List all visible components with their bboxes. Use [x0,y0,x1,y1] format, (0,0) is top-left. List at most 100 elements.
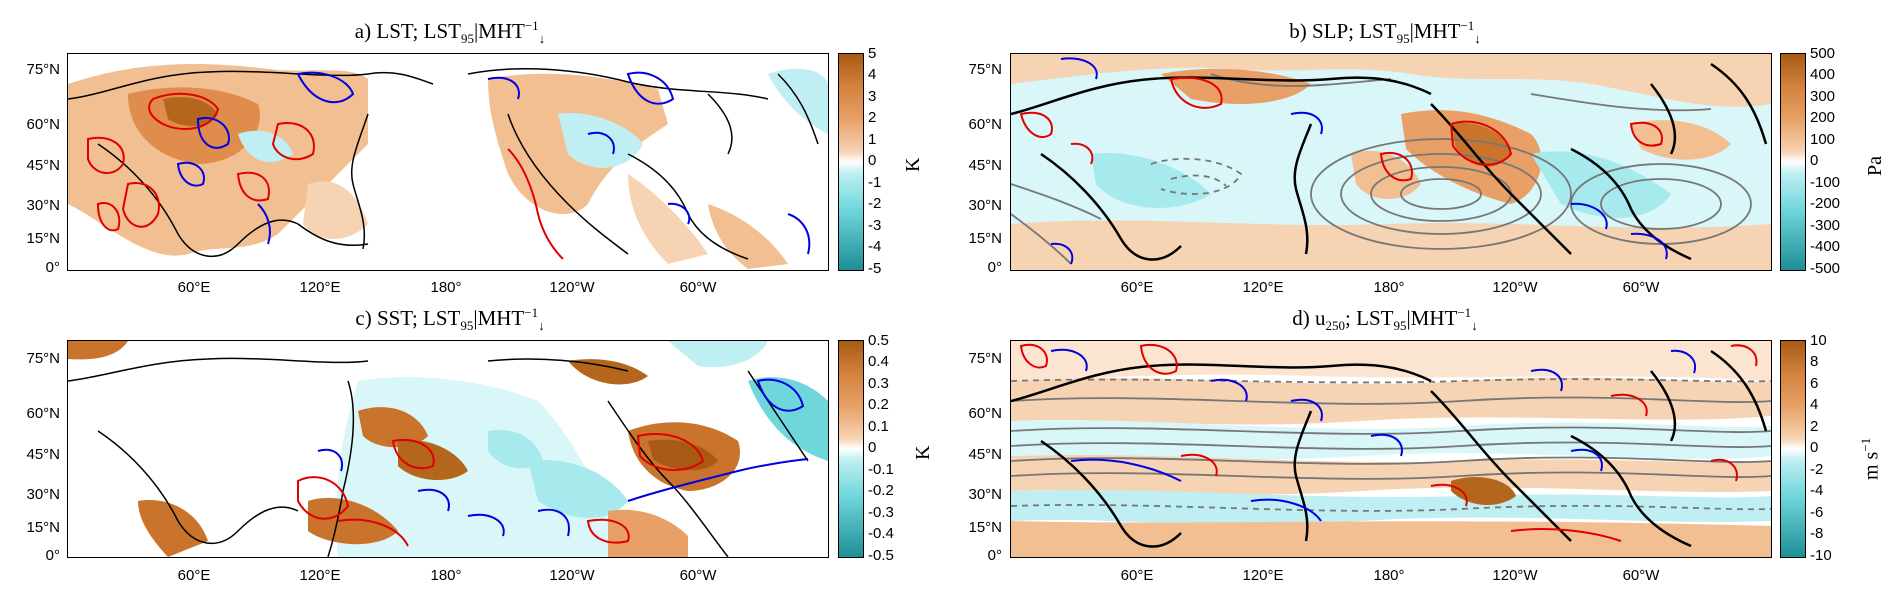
panel-b-lon-60w: 60°W [1622,279,1660,296]
panel-c-red-contours [297,432,705,547]
panel-c-cbar-tick: -0.5 [868,547,894,564]
panel-d-lat-30: 30°N [968,486,1002,503]
panel-b-coastlines [1011,62,1768,261]
panel-a-lon-120w: 120°W [549,279,595,296]
panel-d-map [1010,340,1772,558]
panel-d-cbar-tick: 4 [1810,396,1819,413]
panel-d-cbar-tick: -10 [1810,547,1832,564]
panel-b-lon-180: 180° [1373,279,1405,296]
panel-b-unit-label: Pa [1864,156,1886,176]
panel-d-colorbar [1780,340,1806,558]
panel-a-cbar-tick: 1 [868,131,877,148]
panel-a-land-field [68,64,828,269]
panel-a-lat-30: 30°N [26,197,60,214]
panel-c-lat-45: 45°N [26,446,60,463]
panel-c-blue-contours [317,378,809,537]
panel-c-map [67,340,829,558]
panel-b-lon-120e: 120°E [1242,279,1284,296]
panel-b-lat-15: 15°N [968,230,1002,247]
panel-d-wind-field [1011,341,1771,557]
panel-a-cbar-tick: 4 [868,66,877,83]
panel-d-unit-label: m s−1 [1858,437,1883,480]
panel-a-colorbar [838,53,864,271]
panel-b-lon-120w: 120°W [1492,279,1538,296]
panel-d-cbar-tick: -2 [1810,461,1824,478]
panel-b-lat-0: 0° [987,259,1002,276]
panel-a-cbar-tick: -5 [868,260,882,277]
panel-b-colorbar [1780,53,1806,271]
panel-c-lon-180: 180° [430,567,462,584]
panel-d-lon-120e: 120°E [1242,567,1284,584]
panel-a-lat-60: 60°N [26,116,60,133]
panel-d-cbar-tick: -6 [1810,504,1824,521]
panel-c-cbar-tick: 0 [868,439,877,456]
panel-c-cbar-tick: 0.1 [868,418,889,435]
panel-c-colorbar [838,340,864,558]
panel-c-lon-120e: 120°E [299,567,341,584]
panel-c-cbar-tick: 0.3 [868,375,889,392]
panel-b-cbar-tick: -200 [1810,195,1841,212]
panel-a-map [67,53,829,271]
panel-b-cbar-tick: 0 [1810,152,1819,169]
panel-a-cbar-tick: -1 [868,174,882,191]
panel-c-lon-60e: 60°E [177,567,211,584]
panel-b-cbar-tick: 500 [1810,45,1836,62]
panel-a-cbar-tick: 0 [868,152,877,169]
panel-a-title: a) LST; LST95|MHT−1↓ [354,18,546,47]
panel-c-lat-15: 15°N [26,519,60,536]
panel-b-lat-60: 60°N [968,116,1002,133]
panel-d-cbar-tick: -4 [1810,482,1824,499]
panel-d-jet-neg-contours [1011,378,1771,512]
panel-a-lon-60w: 60°W [679,279,717,296]
panel-b-map [1010,53,1772,271]
panel-a-cbar-tick: -3 [868,217,882,234]
panel-a-lat-0: 0° [45,259,60,276]
panel-a-lat-75: 75°N [26,61,60,78]
panel-c-unit-label: K [912,445,934,460]
panel-d-lat-45: 45°N [968,446,1002,463]
panel-d-cbar-tick: -8 [1810,525,1824,542]
panel-d-lon-60w: 60°W [1622,567,1660,584]
panel-b-cbar-tick: -500 [1810,260,1841,277]
panel-a-coastlines [68,67,819,260]
panel-d-cbar-tick: 8 [1810,353,1819,370]
panel-d-cbar-tick: 2 [1810,418,1819,435]
panel-c-cbar-tick: -0.2 [868,482,894,499]
panel-a-lon-120e: 120°E [299,279,341,296]
panel-d-lat-0: 0° [987,547,1002,564]
panel-c-cbar-tick: -0.1 [868,461,894,478]
panel-a-lat-15: 15°N [26,230,60,247]
panel-a-lon-180: 180° [430,279,462,296]
panel-a-lat-45: 45°N [26,157,60,174]
panel-a-unit-label: K [902,157,924,172]
panel-d-blue-contours [1050,348,1697,522]
panel-d-title: d) u250; LST95|MHT−1↓ [1292,305,1478,334]
panel-a-cbar-tick: 3 [868,88,877,105]
panel-c-lon-60w: 60°W [679,567,717,584]
panel-b-red-contours [1019,76,1663,182]
panel-b-blue-contours [1050,57,1668,265]
panel-b-cbar-tick: -100 [1810,174,1841,191]
panel-a-cbar-tick: -4 [868,238,882,255]
panel-b-lon-60e: 60°E [1120,279,1154,296]
panel-d-lat-60: 60°N [968,405,1002,422]
panel-b-slp-neg-isobars [1150,157,1243,195]
panel-d-coastlines [1011,349,1768,548]
panel-d-cbar-tick: 0 [1810,439,1819,456]
panel-c-cbar-tick: -0.4 [868,525,894,542]
panel-d-red-contours [1019,343,1758,542]
panel-d-lon-120w: 120°W [1492,567,1538,584]
panel-a-cbar-tick: 5 [868,45,877,62]
panel-c-lat-0: 0° [45,547,60,564]
panel-d-jet-contours [1011,396,1771,480]
panel-a-cbar-tick: -2 [868,195,882,212]
panel-b-lat-75: 75°N [968,61,1002,78]
panel-b-lat-45: 45°N [968,157,1002,174]
panel-c-cbar-tick: 0.4 [868,353,889,370]
panel-c-lon-120w: 120°W [549,567,595,584]
panel-b-cbar-tick: 200 [1810,109,1836,126]
panel-c-title: c) SST; LST95|MHT−1↓ [355,305,545,334]
panel-b-cbar-tick: 100 [1810,131,1836,148]
panel-c-lat-60: 60°N [26,405,60,422]
panel-d-lat-75: 75°N [968,350,1002,367]
